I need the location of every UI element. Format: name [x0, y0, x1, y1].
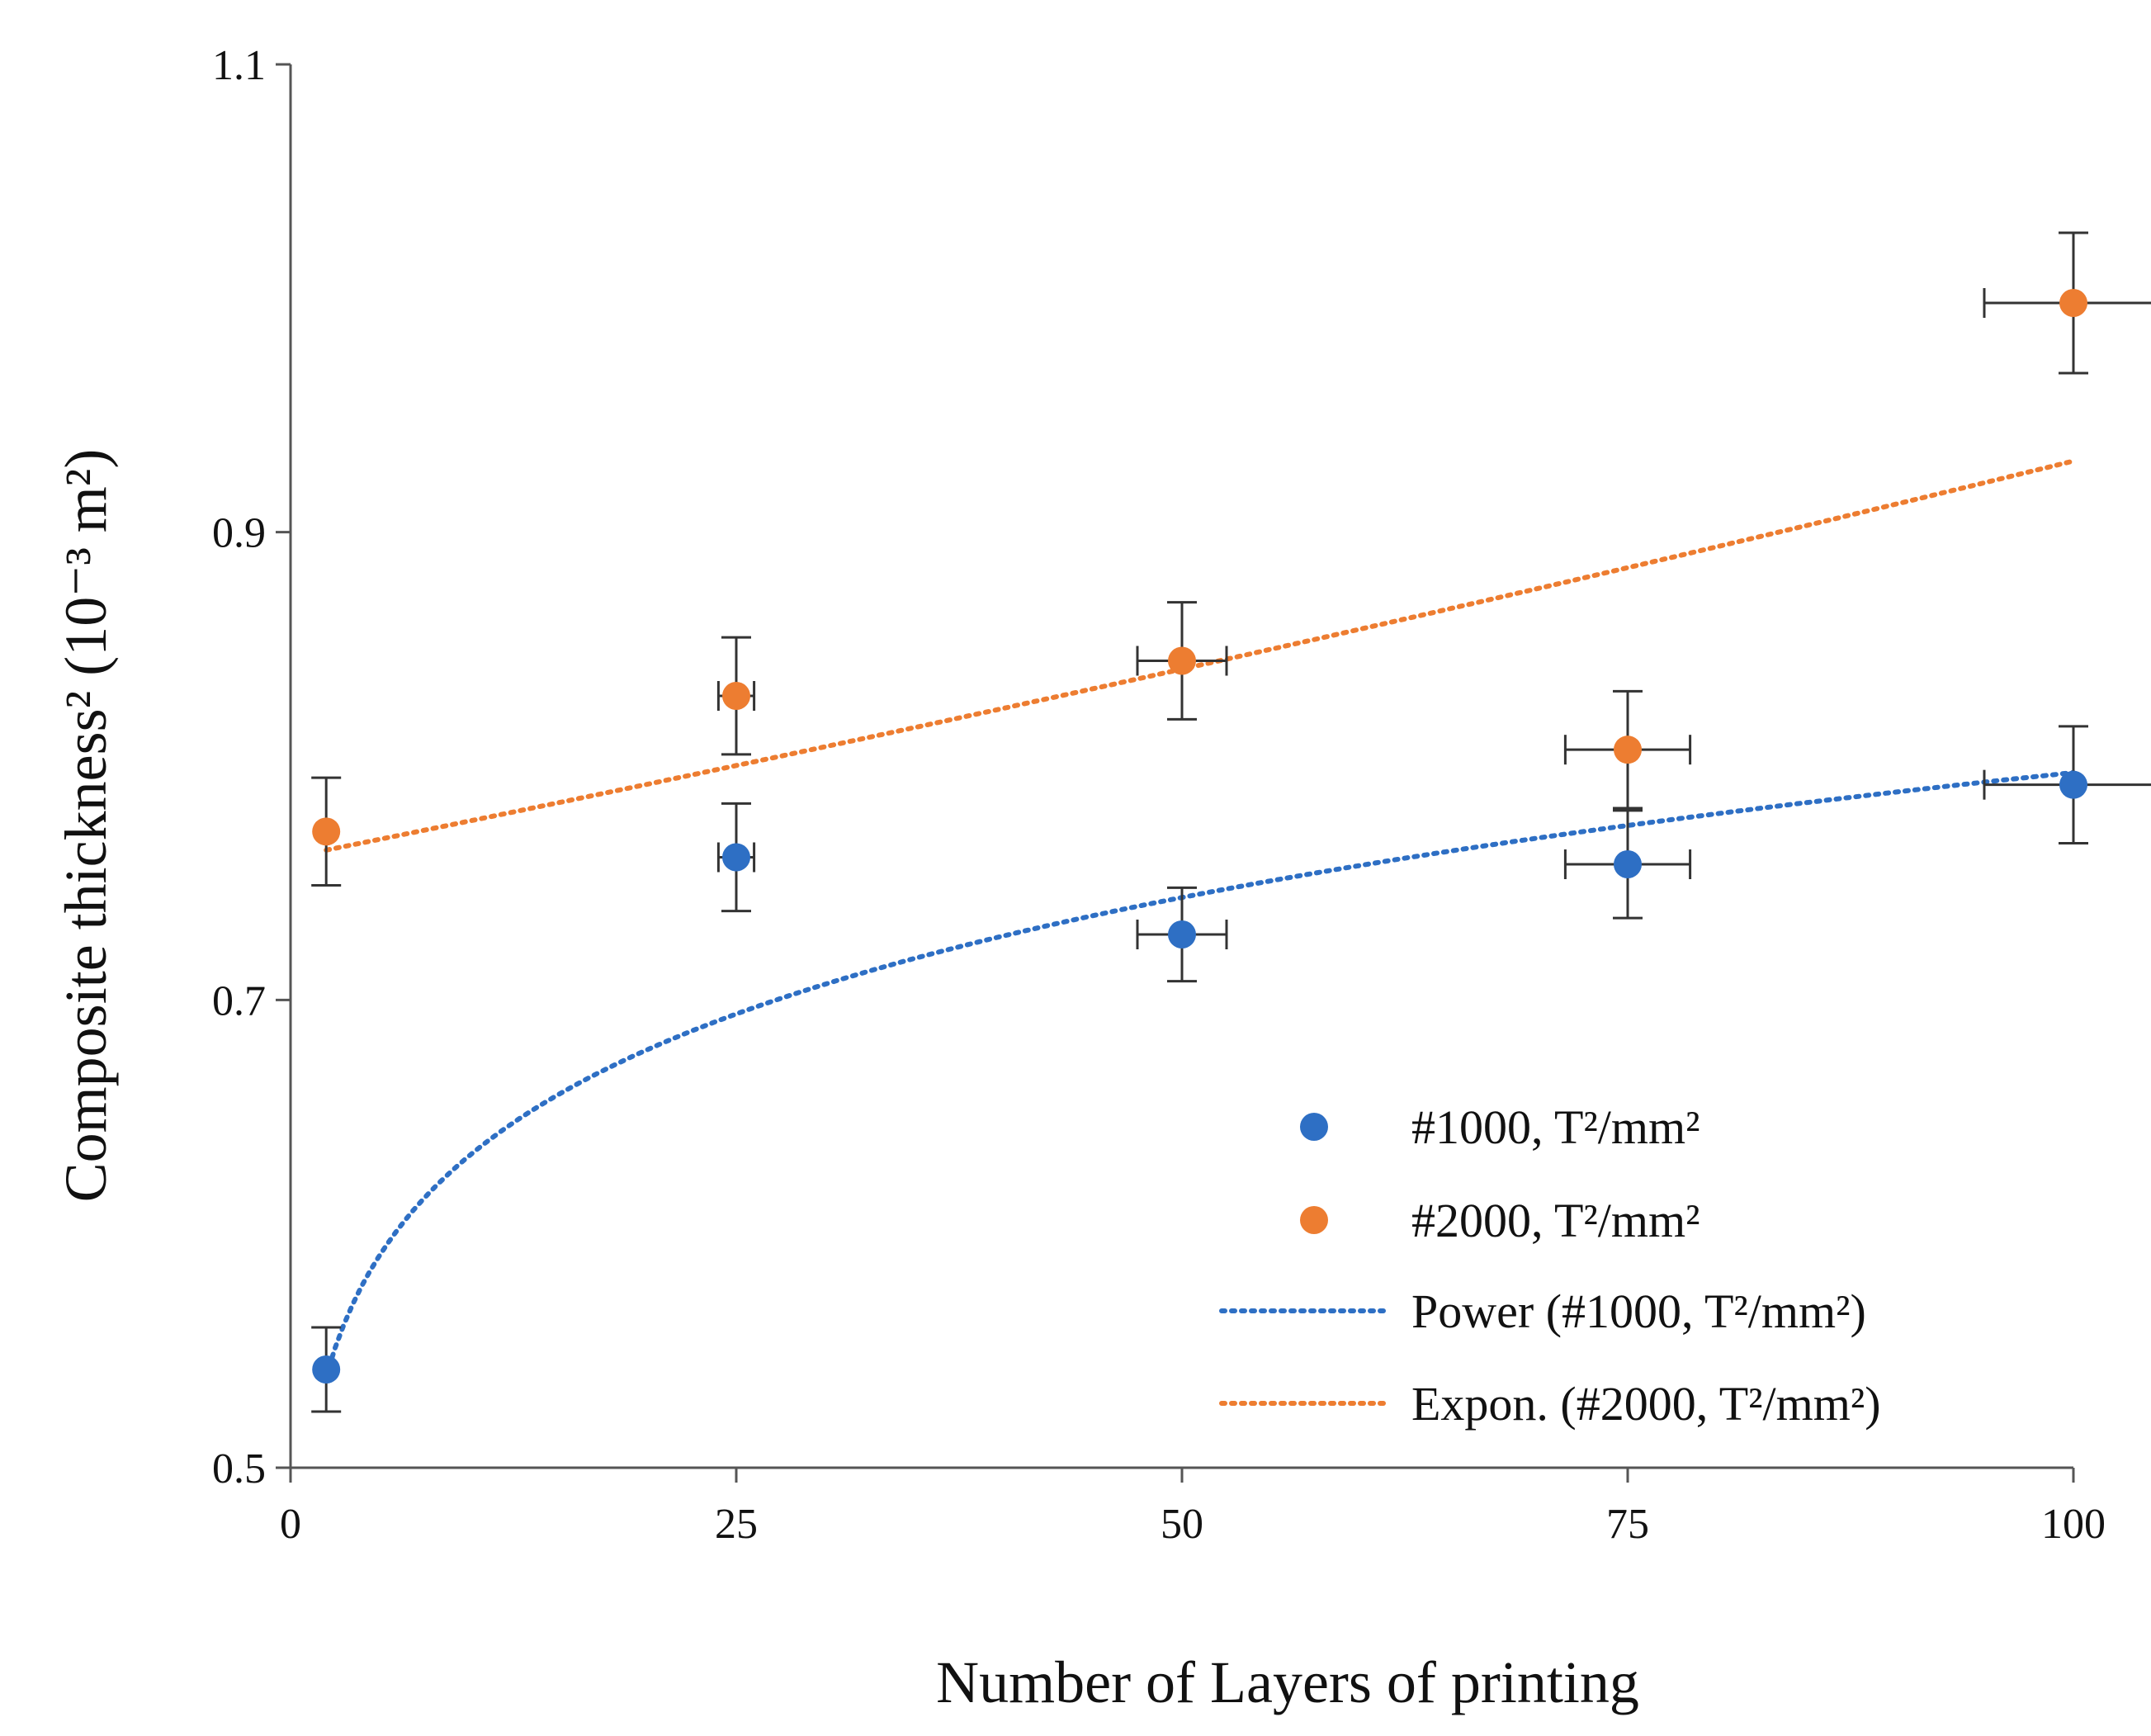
error-bars [311, 231, 2151, 1413]
legend-label: Power (#1000, T²/mm²) [1411, 1284, 1866, 1338]
series-1000-point [1168, 920, 1196, 948]
series-1000-point [1614, 850, 1642, 878]
series-1000-point [2059, 770, 2087, 799]
trendline-power [324, 769, 2076, 1379]
trendlines [324, 458, 2076, 1379]
series-2000-point [2059, 289, 2087, 317]
y-tick-label: 1.1 [212, 42, 266, 89]
series-1000-point [312, 1355, 341, 1384]
y-axis-title: Composite thickness² (10⁻³ m²) [53, 449, 119, 1203]
series-2000-point [1614, 736, 1642, 764]
legend-marker-2000 [1300, 1206, 1328, 1234]
axes [289, 64, 2073, 1469]
y-tick-label: 0.7 [212, 977, 266, 1024]
series-1000-point [722, 843, 750, 872]
legend-label: Expon. (#2000, T²/mm²) [1411, 1377, 1881, 1431]
legend: #1000, T²/mm² #2000, T²/mm² Power (#1000, … [1219, 1100, 1881, 1431]
x-tick-label: 25 [715, 1501, 758, 1548]
x-tick-label: 50 [1161, 1501, 1203, 1548]
x-axis-title: Number of Layers of printing [936, 1649, 1639, 1715]
data-points [312, 289, 2087, 1384]
x-tick-label: 100 [2041, 1501, 2106, 1548]
series-2000-point [1168, 646, 1196, 675]
y-tick-label: 0.9 [212, 510, 266, 557]
trendline-exponential [324, 458, 2076, 853]
legend-marker-1000 [1300, 1113, 1328, 1141]
legend-label: #2000, T²/mm² [1411, 1194, 1700, 1247]
x-tick-label: 75 [1606, 1501, 1649, 1548]
series-2000-point [722, 682, 750, 710]
legend-label: #1000, T²/mm² [1411, 1100, 1700, 1154]
series-2000-point [312, 817, 341, 846]
x-tick-label: 0 [280, 1501, 301, 1548]
ticks: 0.5 0.7 0.9 1.1 0 25 50 75 100 [212, 42, 2106, 1548]
y-tick-label: 0.5 [212, 1445, 266, 1492]
